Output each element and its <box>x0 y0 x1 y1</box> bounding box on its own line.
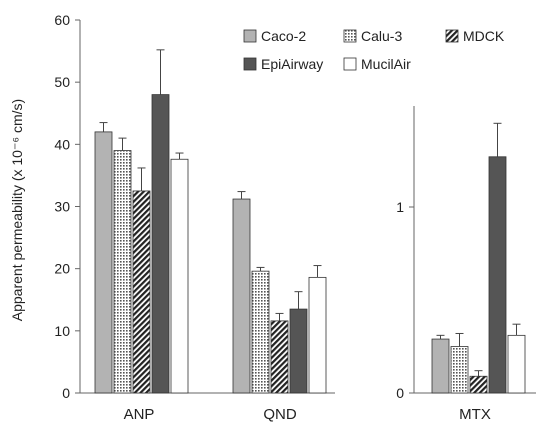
bar-calu-3-mtx <box>450 346 469 394</box>
y-tick-label: 40 <box>54 136 70 152</box>
y-tick-label: 0 <box>62 385 70 401</box>
legend-label-caco-2: Caco-2 <box>261 28 306 44</box>
y-tick-label: 1 <box>396 199 404 215</box>
bar-epiairway-anp <box>151 94 170 394</box>
bar-calu-3-qnd <box>251 270 270 394</box>
legend-swatch-calu-3 <box>343 29 357 43</box>
bar-mdck-qnd <box>270 320 289 394</box>
legend-label-calu-3: Calu-3 <box>361 28 402 44</box>
legend-swatch-mucilair <box>343 57 357 71</box>
y-tick-label: 0 <box>396 385 404 401</box>
bar-epiairway-qnd <box>289 308 308 394</box>
bar-caco-2-anp <box>94 131 113 394</box>
y-axis-title: Apparent permeability (x 10⁻⁶ cm/s) <box>9 99 25 321</box>
y-tick-label: 50 <box>54 74 70 90</box>
bar-epiairway-mtx <box>488 156 507 394</box>
legend-label-mucilair: MucilAir <box>361 56 411 72</box>
category-label-qnd: QND <box>263 406 297 423</box>
y-tick-label: 30 <box>54 199 70 215</box>
bar-mdck-mtx <box>469 375 488 394</box>
legend-label-epiairway: EpiAirway <box>261 56 323 72</box>
bar-caco-2-mtx <box>431 338 450 394</box>
y-tick-label: 60 <box>54 12 70 28</box>
legend-swatch-epiairway <box>243 57 257 71</box>
category-label-anp: ANP <box>124 406 155 423</box>
category-label-mtx: MTX <box>459 406 491 423</box>
bar-mucilair-qnd <box>308 276 327 394</box>
y-tick-label: 20 <box>54 261 70 277</box>
bar-mucilair-mtx <box>507 334 526 394</box>
bar-mucilair-anp <box>170 158 189 394</box>
y-tick-label: 10 <box>54 323 70 339</box>
legend-swatch-mdck <box>445 29 459 43</box>
legend-label-mdck: MDCK <box>463 28 505 44</box>
bar-calu-3-anp <box>113 150 132 394</box>
bar-caco-2-qnd <box>232 198 251 394</box>
legend-swatch-caco-2 <box>243 29 257 43</box>
bar-mdck-anp <box>132 190 151 394</box>
